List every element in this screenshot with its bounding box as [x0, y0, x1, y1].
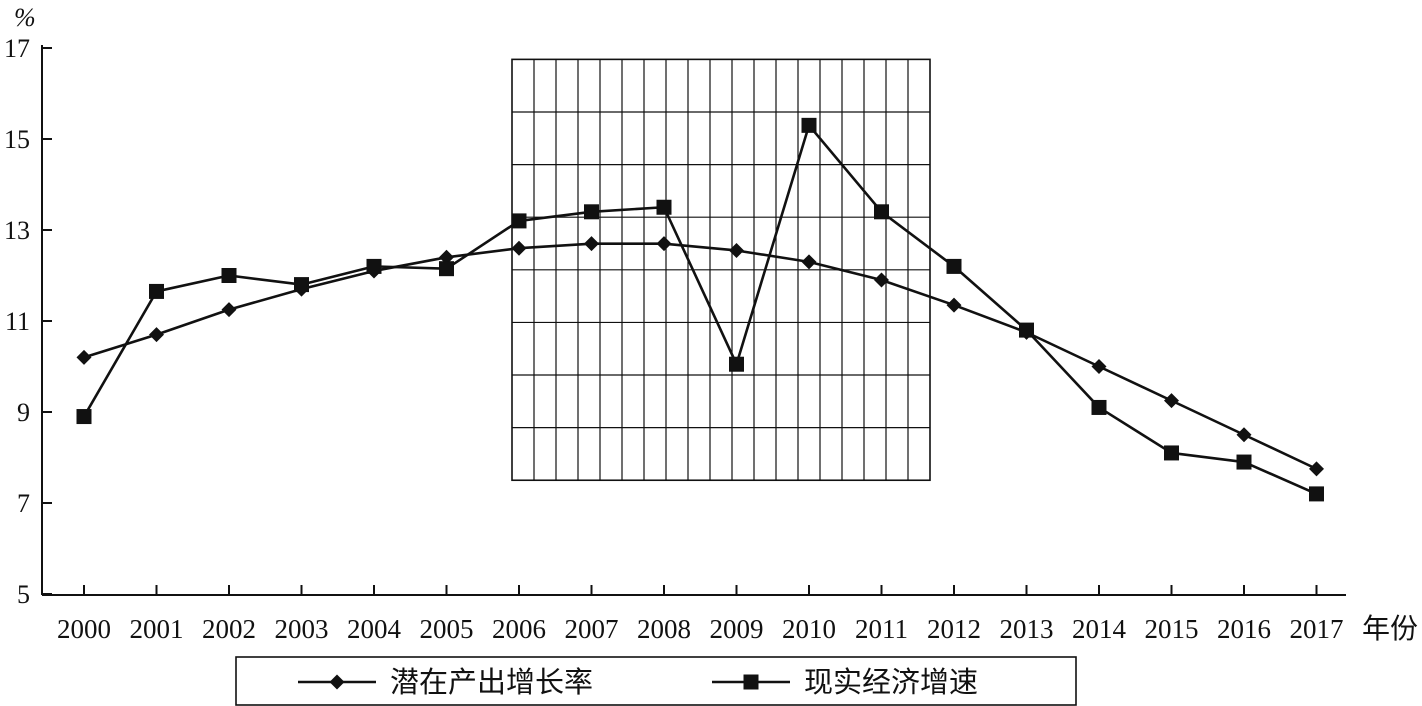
point-square — [221, 268, 237, 283]
legend-label: 潜在产出增长率 — [390, 666, 593, 699]
shaded-region — [511, 58, 931, 482]
point-diamond — [149, 327, 164, 343]
series-square — [76, 117, 1324, 502]
legend-marker-diamond — [329, 674, 345, 690]
point-square — [801, 117, 817, 133]
y-ticks: 5 7 9 11 13 15 17 — [4, 34, 52, 609]
legend-item: 现实经济增速 — [712, 666, 978, 699]
y-axis-label: % — [14, 3, 36, 32]
x-tick-label: 2010 — [782, 614, 836, 644]
y-tick-label: 5 — [17, 580, 30, 609]
point-square — [76, 409, 92, 425]
point-diamond — [1164, 393, 1179, 409]
x-tick-label: 2015 — [1145, 614, 1199, 644]
x-tick-label: 2003 — [275, 614, 329, 644]
series-diamond — [76, 236, 1324, 477]
point-diamond — [946, 297, 962, 313]
point-square — [294, 277, 309, 293]
point-square — [1236, 454, 1252, 470]
point-square — [511, 213, 527, 229]
point-square — [439, 261, 454, 277]
x-tick-label: 2000 — [57, 614, 111, 644]
x-ticks: 2000 2001 2002 2003 2004 2005 2006 2007 2008 2009… — [57, 585, 1344, 644]
point-square — [1091, 399, 1107, 415]
point-square — [149, 283, 164, 299]
point-square — [1164, 445, 1179, 461]
x-tick-label: 2012 — [927, 614, 981, 644]
point-square — [366, 258, 382, 274]
point-square — [729, 356, 744, 372]
y-tick-label: 15 — [4, 125, 30, 154]
legend: 潜在产出增长率 现实经济增速 — [235, 656, 1077, 706]
point-square — [946, 258, 962, 274]
point-square — [584, 204, 599, 220]
y-tick-label: 11 — [5, 307, 30, 336]
legend-item: 潜在产出增长率 — [298, 666, 593, 699]
point-diamond — [221, 302, 237, 318]
x-tick-label: 2002 — [202, 614, 256, 644]
x-tick-label: 2016 — [1217, 614, 1271, 644]
legend-marker-square — [743, 674, 759, 690]
point-diamond — [729, 242, 744, 258]
x-axis-label: 年份 — [1362, 613, 1418, 645]
point-diamond — [1309, 461, 1324, 477]
y-tick-label: 7 — [17, 489, 30, 518]
point-diamond — [1236, 427, 1252, 443]
x-tick-label: 2014 — [1072, 614, 1127, 644]
series-layer — [76, 117, 1324, 502]
x-tick-label: 2007 — [565, 614, 619, 644]
axes — [41, 45, 1346, 596]
point-diamond — [439, 249, 454, 265]
point-diamond — [76, 349, 92, 365]
x-tick-label: 2017 — [1290, 614, 1344, 644]
x-tick-label: 2013 — [1000, 614, 1054, 644]
series-line-square — [82, 124, 1318, 496]
point-square — [874, 204, 889, 220]
point-diamond — [656, 236, 672, 252]
point-diamond — [511, 240, 527, 256]
point-square — [1309, 486, 1324, 502]
legend-label: 现实经济增速 — [804, 666, 978, 699]
point-square — [656, 199, 672, 215]
point-square — [1019, 322, 1034, 338]
y-tick-label: 13 — [4, 216, 30, 245]
y-tick-label: 17 — [4, 34, 30, 63]
x-tick-label: 2011 — [855, 614, 908, 644]
point-diamond — [584, 236, 599, 252]
series-line-diamond — [83, 242, 1318, 471]
x-tick-label: 2006 — [492, 614, 546, 644]
x-tick-label: 2004 — [347, 614, 402, 644]
point-diamond — [1091, 359, 1107, 374]
x-tick-label: 2008 — [637, 614, 691, 644]
point-diamond — [801, 254, 817, 270]
y-tick-label: 9 — [17, 398, 30, 427]
x-tick-label: 2005 — [420, 614, 474, 644]
x-tick-label: 2001 — [130, 614, 184, 644]
point-diamond — [874, 272, 889, 288]
x-tick-label: 2009 — [710, 614, 764, 644]
